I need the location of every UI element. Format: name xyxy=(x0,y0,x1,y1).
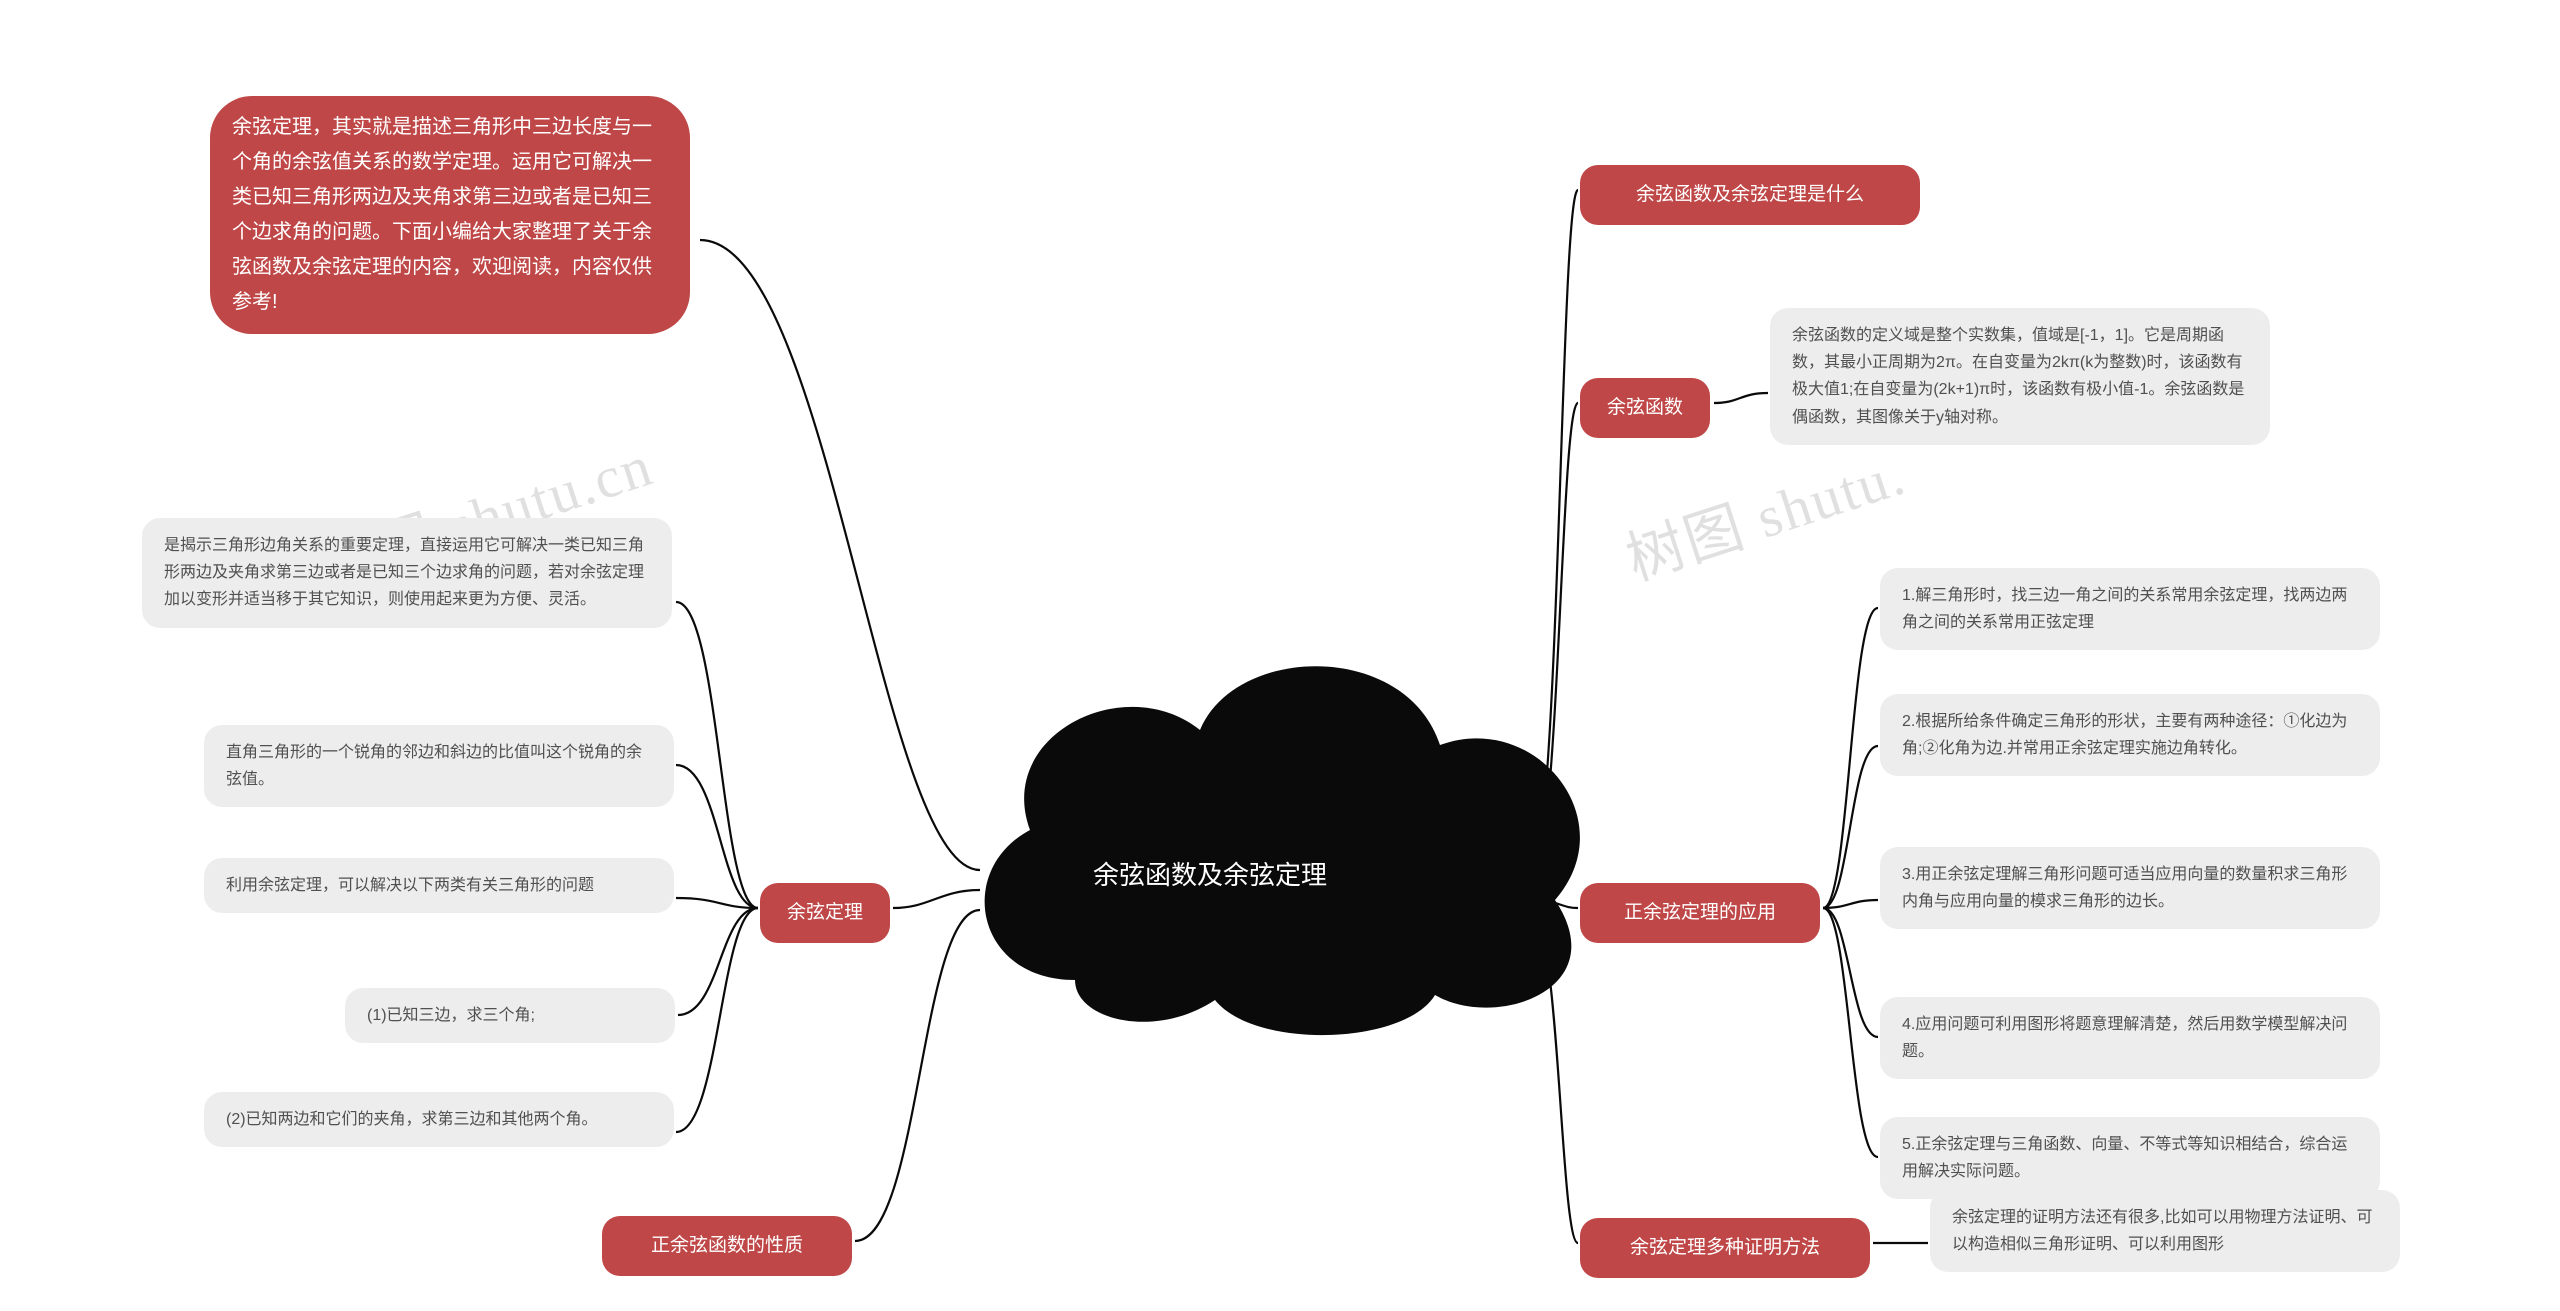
applications-label: 正余弦定理的应用 xyxy=(1624,902,1776,923)
proofs-detail: 余弦定理的证明方法还有很多,比如可以用物理方法证明、可以构造相似三角形证明、可以… xyxy=(1930,1190,2400,1272)
mindmap-canvas: 树图 shutu.cn 树图 shutu. 余弦函数及余弦定理 xyxy=(0,0,2560,1311)
cosine-function-label: 余弦函数 xyxy=(1607,397,1683,418)
application-detail-5: 5.正余弦定理与三角函数、向量、不等式等知识相结合，综合运用解决实际问题。 xyxy=(1880,1117,2380,1199)
cosine-theorem-detail-4: (1)已知三边，求三个角; xyxy=(345,988,675,1043)
cosine-theorem-detail-1: 是揭示三角形边角关系的重要定理，直接运用它可解决一类已知三角形两边及夹角求第三边… xyxy=(142,518,672,628)
central-title: 余弦函数及余弦定理 xyxy=(1010,855,1410,892)
detail-text: 4.应用问题可利用图形将题意理解清楚，然后用数学模型解决问题。 xyxy=(1902,1016,2347,1060)
application-detail-4: 4.应用问题可利用图形将题意理解清楚，然后用数学模型解决问题。 xyxy=(1880,997,2380,1079)
application-detail-3: 3.用正余弦定理解三角形问题可适当应用向量的数量积求三角形内角与应用向量的模求三… xyxy=(1880,847,2380,929)
application-detail-2: 2.根据所给条件确定三角形的形状，主要有两种途径：①化边为角;②化角为边.并常用… xyxy=(1880,694,2380,776)
detail-text: (2)已知两边和它们的夹角，求第三边和其他两个角。 xyxy=(226,1111,598,1128)
detail-text: (1)已知三边，求三个角; xyxy=(367,1007,535,1024)
proofs-node: 余弦定理多种证明方法 xyxy=(1580,1218,1870,1278)
detail-text: 是揭示三角形边角关系的重要定理，直接运用它可解决一类已知三角形两边及夹角求第三边… xyxy=(164,537,644,608)
applications-node: 正余弦定理的应用 xyxy=(1580,883,1820,943)
cosine-theorem-label: 余弦定理 xyxy=(787,902,863,923)
central-cloud xyxy=(935,600,1615,1060)
detail-text: 1.解三角形时，找三边一角之间的关系常用余弦定理，找两边两角之间的关系常用正弦定… xyxy=(1902,587,2347,631)
proofs-label: 余弦定理多种证明方法 xyxy=(1630,1237,1820,1258)
cosine-theorem-detail-3: 利用余弦定理，可以解决以下两类有关三角形的问题 xyxy=(204,858,674,913)
what-is-node: 余弦函数及余弦定理是什么 xyxy=(1580,165,1920,225)
sine-cosine-props-label: 正余弦函数的性质 xyxy=(651,1235,803,1256)
detail-text: 余弦定理的证明方法还有很多,比如可以用物理方法证明、可以构造相似三角形证明、可以… xyxy=(1952,1209,2372,1253)
sine-cosine-props-node: 正余弦函数的性质 xyxy=(602,1216,852,1276)
detail-text: 余弦函数的定义域是整个实数集，值域是[-1，1]。它是周期函数，其最小正周期为2… xyxy=(1792,327,2244,426)
detail-text: 利用余弦定理，可以解决以下两类有关三角形的问题 xyxy=(226,877,594,894)
cosine-theorem-node: 余弦定理 xyxy=(760,883,890,943)
cosine-theorem-detail-5: (2)已知两边和它们的夹角，求第三边和其他两个角。 xyxy=(204,1092,674,1147)
detail-text: 2.根据所给条件确定三角形的形状，主要有两种途径：①化边为角;②化角为边.并常用… xyxy=(1902,713,2347,757)
watermark-right: 树图 shutu. xyxy=(1614,427,1915,596)
detail-text: 5.正余弦定理与三角函数、向量、不等式等知识相结合，综合运用解决实际问题。 xyxy=(1902,1136,2347,1180)
detail-text: 直角三角形的一个锐角的邻边和斜边的比值叫这个锐角的余弦值。 xyxy=(226,744,642,788)
what-is-label: 余弦函数及余弦定理是什么 xyxy=(1636,184,1864,205)
cosine-theorem-detail-2: 直角三角形的一个锐角的邻边和斜边的比值叫这个锐角的余弦值。 xyxy=(204,725,674,807)
intro-box: 余弦定理，其实就是描述三角形中三边长度与一个角的余弦值关系的数学定理。运用它可解… xyxy=(210,96,690,334)
application-detail-1: 1.解三角形时，找三边一角之间的关系常用余弦定理，找两边两角之间的关系常用正弦定… xyxy=(1880,568,2380,650)
intro-text: 余弦定理，其实就是描述三角形中三边长度与一个角的余弦值关系的数学定理。运用它可解… xyxy=(232,116,652,313)
detail-text: 3.用正余弦定理解三角形问题可适当应用向量的数量积求三角形内角与应用向量的模求三… xyxy=(1902,866,2347,910)
cosine-function-node: 余弦函数 xyxy=(1580,378,1710,438)
cosine-function-detail: 余弦函数的定义域是整个实数集，值域是[-1，1]。它是周期函数，其最小正周期为2… xyxy=(1770,308,2270,445)
